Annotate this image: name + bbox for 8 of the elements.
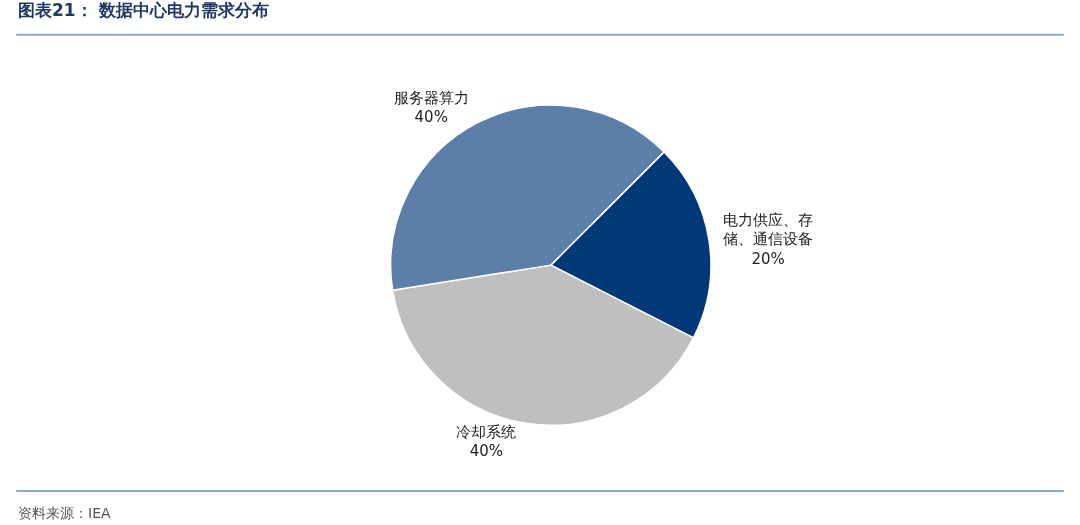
text: 资料来源：IEA [18,505,111,521]
data-label: 40% [469,442,504,461]
data-label: 40% [414,108,448,127]
slice-label: 电力供应、存储、通信设备 [723,210,814,249]
text: 图表21： 数据中心电力需求分布 [18,0,269,20]
slice-label: 冷却系统 [456,422,517,441]
slice-label: 服务器算力 [393,88,469,107]
data-label: 20% [751,249,785,268]
